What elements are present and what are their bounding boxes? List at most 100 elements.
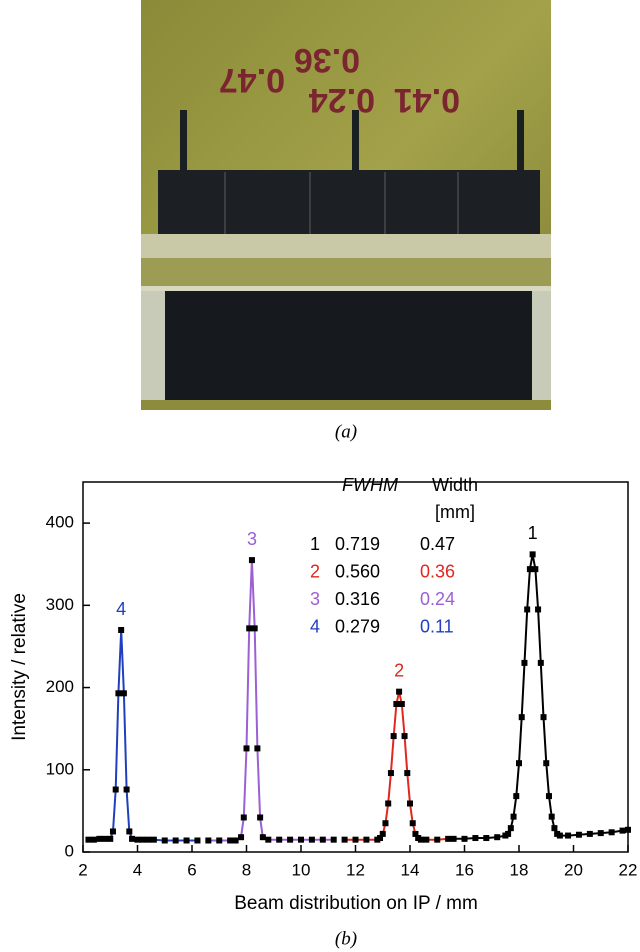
data-point: [382, 820, 389, 827]
data-point: [417, 836, 424, 843]
peak-label: 1: [528, 523, 538, 543]
data-point: [516, 760, 522, 767]
peak-label: 4: [116, 599, 126, 619]
data-point: [259, 834, 266, 841]
data-point: [412, 830, 419, 837]
data-point: [150, 836, 157, 843]
post: [352, 110, 359, 172]
data-point: [341, 836, 348, 843]
data-point: [407, 800, 413, 807]
data-point: [161, 837, 168, 844]
x-tick-label: 8: [242, 860, 251, 879]
photo-labels: 0.41 0.24 0.36 0.47: [219, 41, 460, 119]
data-point: [586, 830, 593, 837]
photo: 0.41 0.24 0.36 0.47: [141, 0, 551, 410]
table-cell: 2: [310, 561, 320, 581]
data-point: [246, 625, 253, 632]
series-line: [344, 691, 449, 841]
data-point: [390, 733, 397, 740]
white-strip: [141, 234, 551, 258]
x-tick-label: 2: [78, 860, 87, 879]
data-point: [240, 814, 247, 821]
data-point: [107, 835, 114, 842]
y-tick-label: 200: [46, 677, 74, 696]
data-point: [379, 830, 386, 837]
data-point: [330, 836, 337, 843]
table-cell: 0.36: [420, 561, 455, 581]
y-tick-label: 300: [46, 595, 74, 614]
data-point: [243, 745, 250, 752]
data-point: [461, 835, 468, 842]
data-point: [532, 566, 539, 573]
data-point: [535, 606, 542, 613]
data-point: [565, 832, 572, 839]
data-point: [526, 566, 533, 573]
data-point: [401, 733, 408, 740]
data-point: [537, 659, 544, 666]
x-tick-label: 18: [510, 860, 529, 879]
data-point: [227, 837, 234, 844]
data-point: [556, 832, 563, 839]
side-light: [141, 291, 165, 401]
x-tick-label: 22: [619, 860, 638, 879]
lower-block: [165, 291, 532, 401]
data-point: [575, 831, 582, 838]
data-point: [551, 825, 558, 832]
data-point: [518, 714, 525, 721]
data-point: [625, 826, 631, 833]
data-point: [308, 836, 315, 843]
table-cell: 0.316: [335, 589, 380, 609]
series-line: [88, 629, 198, 842]
table-cell: 0.47: [420, 534, 455, 554]
x-tick-label: 20: [564, 860, 583, 879]
data-point: [608, 829, 615, 836]
peak-label: 2: [394, 660, 404, 680]
table-cell: 4: [310, 616, 320, 636]
table-cell: 0.560: [335, 561, 380, 581]
data-point: [129, 835, 136, 842]
data-point: [352, 836, 359, 843]
data-point: [90, 836, 97, 843]
table-cell: 0.11: [420, 616, 454, 636]
data-point: [205, 837, 212, 844]
data-point: [287, 836, 294, 843]
data-point: [513, 793, 520, 800]
data-point: [597, 830, 604, 837]
data-point: [396, 688, 403, 695]
data-point: [123, 786, 130, 793]
data-point: [254, 745, 261, 752]
photo-label: 0.36: [294, 41, 360, 79]
data-point: [385, 800, 392, 807]
data-point: [194, 837, 201, 844]
x-tick-label: 12: [346, 860, 365, 879]
x-tick-label: 10: [292, 860, 311, 879]
data-point: [298, 836, 304, 843]
photo-label: 0.47: [219, 61, 285, 99]
data-point: [139, 836, 146, 843]
data-point: [112, 786, 119, 793]
data-point: [265, 836, 272, 843]
data-point: [101, 835, 108, 842]
data-point: [387, 770, 394, 777]
peak-label: 3: [247, 529, 257, 549]
table-header: FWHM: [342, 475, 398, 495]
data-point: [115, 690, 122, 697]
post: [180, 110, 187, 172]
data-point: [276, 836, 283, 843]
data-point: [248, 557, 255, 564]
data-point: [494, 834, 501, 841]
data-point: [524, 606, 531, 613]
data-point: [529, 551, 536, 558]
x-tick-label: 4: [133, 860, 142, 879]
y-tick-label: 0: [65, 841, 74, 860]
x-tick-label: 6: [187, 860, 196, 879]
data-point: [216, 837, 223, 844]
y-tick-label: 400: [46, 513, 74, 532]
data-point: [393, 701, 400, 707]
data-point: [434, 836, 441, 843]
table-cell: 0.279: [335, 616, 380, 636]
data-point: [96, 835, 103, 842]
table-cell: 3: [310, 589, 320, 609]
data-point: [510, 813, 517, 820]
data-point: [109, 828, 116, 835]
